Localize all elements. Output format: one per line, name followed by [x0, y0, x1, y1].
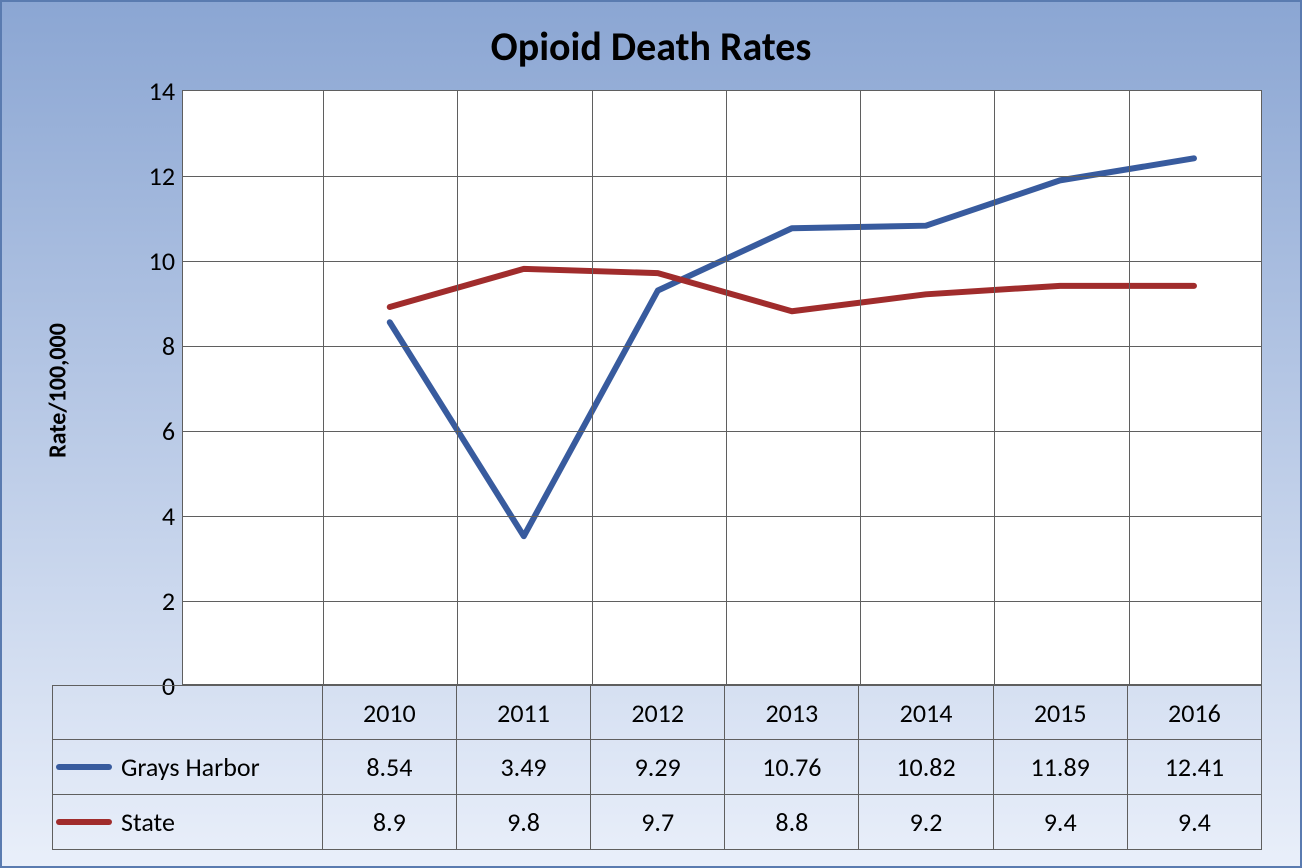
data-cell: 9.4	[993, 795, 1127, 850]
v-gridline	[860, 91, 861, 684]
data-cell: 8.8	[725, 795, 859, 850]
y-tick-label: 6	[162, 415, 183, 447]
category-header: 2014	[859, 686, 993, 740]
chart-container: Opioid Death Rates Rate/100,000 02468101…	[0, 0, 1302, 868]
category-header: 2012	[591, 686, 725, 740]
table-header-row: 2010201120122013201420152016	[53, 686, 1262, 740]
data-cell: 9.29	[591, 740, 725, 795]
y-tick-label: 4	[162, 500, 183, 532]
y-tick-label: 8	[162, 330, 183, 362]
y-axis-label: Rate/100,000	[44, 311, 73, 471]
chart-lines	[183, 91, 1261, 684]
data-cell: 12.41	[1127, 740, 1261, 795]
chart-title: Opioid Death Rates	[2, 22, 1300, 71]
v-gridline	[457, 91, 458, 684]
data-table: 2010201120122013201420152016Grays Harbor…	[52, 685, 1262, 850]
table-row: Grays Harbor 8.543.499.2910.7610.8211.891…	[53, 740, 1262, 795]
category-header: 2016	[1127, 686, 1261, 740]
data-cell: 9.4	[1127, 795, 1261, 850]
data-cell: 9.2	[859, 795, 993, 850]
legend-label: State	[115, 806, 175, 838]
table-row: State8.99.89.78.89.29.49.4	[53, 795, 1262, 850]
plot-area: 02468101214	[182, 90, 1262, 685]
blank-header-cell	[53, 686, 323, 740]
series-line	[390, 269, 1194, 311]
v-gridline	[1129, 91, 1130, 684]
data-cell: 8.54	[322, 740, 456, 795]
data-cell: 9.7	[591, 795, 725, 850]
y-tick-label: 2	[162, 585, 183, 617]
gridline	[183, 176, 1261, 177]
data-cell: 11.89	[993, 740, 1127, 795]
v-gridline	[994, 91, 995, 684]
data-cell: 8.9	[322, 795, 456, 850]
v-gridline	[726, 91, 727, 684]
gridline	[183, 261, 1261, 262]
series-line	[390, 158, 1194, 536]
category-header: 2013	[725, 686, 859, 740]
category-header: 2010	[322, 686, 456, 740]
legend-swatch	[53, 740, 115, 794]
y-tick-label: 12	[149, 160, 183, 192]
legend-swatch	[53, 795, 115, 849]
v-gridline	[323, 91, 324, 684]
legend-cell: State	[53, 795, 323, 850]
data-cell: 10.76	[725, 740, 859, 795]
v-gridline	[592, 91, 593, 684]
category-header: 2011	[456, 686, 590, 740]
category-header: 2015	[993, 686, 1127, 740]
gridline	[183, 346, 1261, 347]
data-cell: 10.82	[859, 740, 993, 795]
data-cell: 9.8	[456, 795, 590, 850]
gridline	[183, 516, 1261, 517]
legend-label: Grays Harbor	[115, 751, 260, 783]
legend-cell: Grays Harbor	[53, 740, 323, 795]
data-cell: 3.49	[456, 740, 590, 795]
y-tick-label: 10	[149, 245, 183, 277]
y-tick-label: 14	[149, 75, 183, 107]
gridline	[183, 601, 1261, 602]
gridline	[183, 431, 1261, 432]
